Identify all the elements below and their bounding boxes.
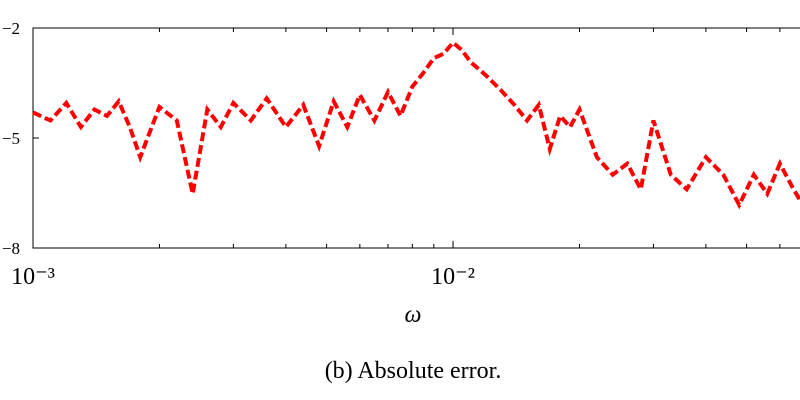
x-tick-label: 10⁻³ xyxy=(11,264,55,290)
caption: (b) Absolute error. xyxy=(325,358,502,384)
plot-frame xyxy=(32,27,800,249)
y-tick-label: −2 xyxy=(2,19,20,38)
data-line xyxy=(32,39,800,210)
x-tick-label: 10⁻² xyxy=(431,264,475,290)
y-tick-label: −8 xyxy=(2,239,20,258)
y-tick-label: −5 xyxy=(2,129,20,148)
x-axis-label: ω xyxy=(405,302,422,328)
